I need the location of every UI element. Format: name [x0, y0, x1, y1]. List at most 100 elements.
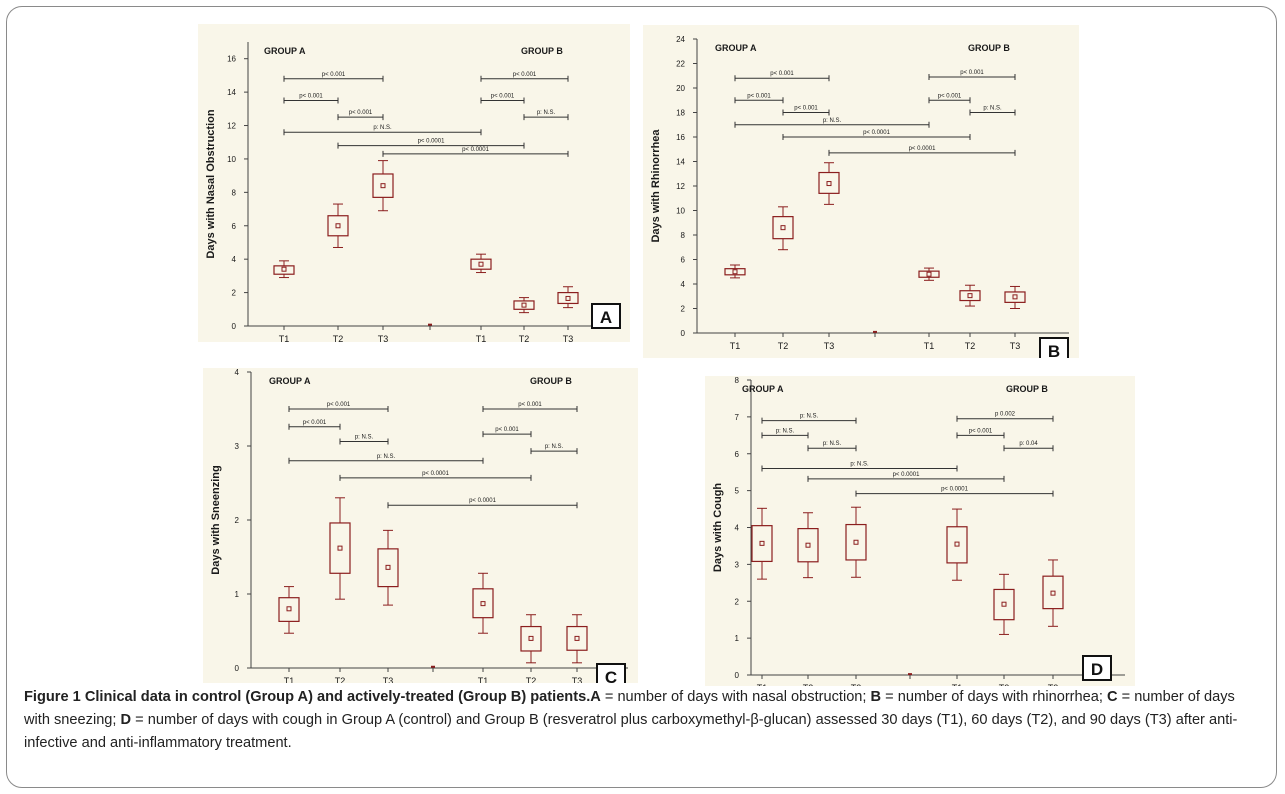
comparison-label-b-6: p: N.S.: [823, 118, 842, 124]
y-axis-label-a: Days with Nasal Obstruction: [205, 109, 217, 258]
y-tick-label-c-0: 0: [235, 664, 240, 673]
comparison-label-a-1: p< 0.001: [513, 72, 537, 78]
caption-text-b: = number of days with rhinorrhea;: [881, 689, 1108, 705]
comparison-label-d-3: p< 0.001: [969, 428, 993, 434]
box-b-4: [918, 270, 940, 278]
comparison-label-a-3: p< 0.001: [491, 93, 515, 99]
panel-a: 0 2 4 6 8 10 12 14 16 Days with Nasal Obstruction…: [198, 24, 630, 344]
comparison-label-b-1: p< 0.001: [960, 70, 984, 76]
mean-marker-c-1: [337, 545, 343, 551]
box-c-5: [520, 625, 542, 652]
y-axis-label-d: Days with Cough: [712, 483, 724, 573]
comparison-label-b-8: p< 0.0001: [909, 146, 937, 152]
comparison-label-a-2: p< 0.001: [299, 93, 323, 99]
x-tick-label-b-6: T3: [1010, 341, 1021, 351]
mean-marker-a-0: [281, 266, 287, 272]
y-tick-label-a-7: 14: [227, 88, 236, 97]
box-c-0: [278, 597, 300, 622]
comparison-label-a-8: p< 0.0001: [462, 147, 490, 153]
mean-marker-b-4: [926, 271, 932, 277]
y-tick-label-b-4: 8: [681, 231, 686, 240]
y-tick-label-b-6: 12: [676, 182, 685, 191]
caption-key-d: D: [120, 712, 132, 728]
comparison-label-b-7: p< 0.0001: [863, 130, 891, 136]
panel-c: 0 1 2 3 4 Days with Sneenzing T1 T2 T3 T1 T2 T3 GROU…: [203, 368, 638, 689]
x-tick-label-a-6: T3: [563, 334, 574, 342]
box-b-0: [724, 268, 746, 276]
mean-dot-c-3: [431, 665, 435, 668]
comparison-label-d-2: p: N.S.: [776, 428, 795, 434]
x-tick-label-c-6: T3: [572, 676, 583, 683]
y-tick-label-b-12: 24: [676, 35, 685, 44]
y-tick-label-b-10: 20: [676, 84, 685, 93]
box-b-5: [959, 290, 981, 302]
mean-marker-a-4: [478, 261, 484, 267]
comparison-label-c-6: p: N.S.: [377, 454, 396, 460]
comparison-label-c-1: p< 0.001: [518, 402, 542, 408]
box-a-2: [372, 173, 394, 198]
comparison-label-a-0: p< 0.001: [322, 72, 346, 78]
y-tick-label-d-6: 6: [735, 450, 740, 459]
group-a-label-a: GROUP A: [264, 46, 306, 56]
x-tick-label-c-2: T3: [383, 676, 394, 683]
y-tick-label-b-0: 0: [681, 329, 686, 338]
y-tick-label-c-3: 3: [235, 442, 240, 451]
box-c-2: [377, 548, 399, 588]
x-tick-label-c-4: T1: [478, 676, 489, 683]
y-axis-label-c: Days with Sneenzing: [210, 465, 222, 574]
figure-caption: Figure 1 Clinical data in control (Group…: [24, 686, 1264, 755]
comparison-label-c-2: p< 0.001: [303, 420, 327, 426]
mean-marker-c-5: [528, 635, 534, 641]
panel-letter-a: A: [600, 308, 612, 327]
y-tick-label-a-0: 0: [232, 322, 237, 331]
mean-dot-a-3: [428, 323, 432, 326]
panel-letter-box-d: [1082, 655, 1112, 681]
chart-c: 0 1 2 3 4 Days with Sneenzing T1 T2 T3 T1 T2 T3 GROU…: [203, 368, 638, 689]
y-tick-label-d-3: 3: [735, 560, 740, 569]
y-tick-label-c-2: 2: [235, 516, 240, 525]
comparison-label-d-1: p 0.002: [995, 412, 1016, 418]
panel-letter-d: D: [1091, 660, 1103, 679]
figure-frame: [6, 6, 1277, 788]
x-tick-label-b-4: T1: [924, 341, 935, 351]
y-tick-label-b-5: 10: [676, 207, 685, 216]
panel-a-background: [198, 24, 630, 342]
caption-title: Clinical data in control (Group A) and a…: [84, 689, 591, 705]
box-c-6: [566, 625, 588, 651]
mean-marker-d-5: [1001, 601, 1007, 607]
comparison-label-c-3: p< 0.001: [495, 427, 519, 433]
box-d-4: [946, 526, 968, 564]
panel-d-background: [705, 376, 1135, 686]
y-tick-label-b-11: 22: [676, 60, 685, 69]
mean-marker-d-1: [805, 542, 811, 548]
y-tick-label-a-3: 6: [232, 222, 237, 231]
comparison-label-b-0: p< 0.001: [770, 71, 794, 77]
comparison-label-a-6: p: N.S.: [373, 125, 392, 131]
x-tick-label-b-0: T1: [730, 341, 741, 351]
comparison-label-c-5: p: N.S.: [545, 444, 564, 450]
panel-letter-box-a: [591, 303, 621, 329]
y-tick-label-c-1: 1: [235, 590, 240, 599]
comparison-label-a-7: p< 0.0001: [418, 139, 446, 145]
group-b-label-b: GROUP B: [968, 43, 1010, 53]
box-a-0: [273, 265, 295, 275]
comparison-label-a-5: p: N.S.: [537, 110, 556, 116]
mean-marker-d-4: [954, 541, 960, 547]
chart-a: 0 2 4 6 8 10 12 14 16 Days with Nasal Obstruction…: [198, 24, 630, 344]
group-a-label-b: GROUP A: [715, 43, 757, 53]
mean-marker-c-0: [286, 606, 292, 612]
x-tick-label-c-0: T1: [284, 676, 295, 683]
comparison-label-c-4: p: N.S.: [355, 435, 374, 441]
comparison-label-b-4: p< 0.001: [794, 106, 818, 112]
panel-letter-b: B: [1048, 342, 1060, 358]
box-c-1: [329, 522, 351, 574]
y-tick-label-a-5: 10: [227, 155, 236, 164]
y-tick-label-d-4: 4: [735, 524, 740, 533]
y-tick-label-d-7: 7: [735, 413, 740, 422]
x-tick-label-a-4: T1: [476, 334, 487, 342]
comparison-label-d-5: p: 0.04: [1019, 441, 1038, 447]
comparison-label-c-0: p< 0.001: [327, 402, 351, 408]
mean-marker-d-0: [759, 540, 765, 546]
